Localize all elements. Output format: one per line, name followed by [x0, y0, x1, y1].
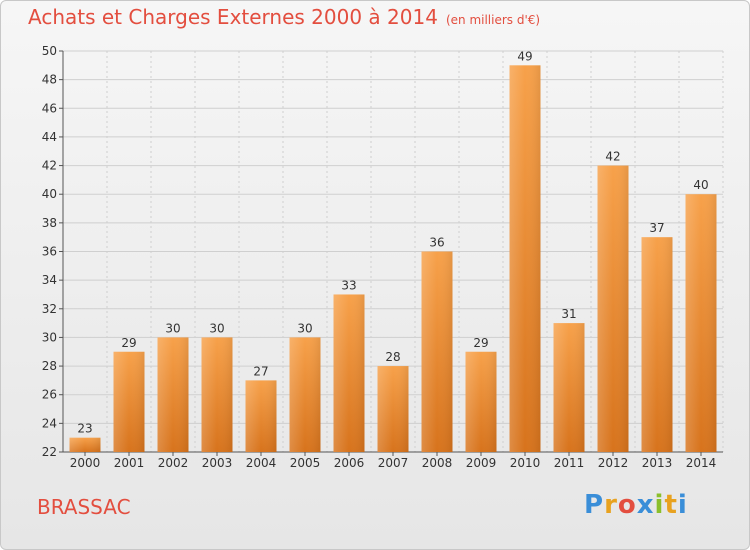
y-tick-label: 48: [42, 73, 57, 87]
bar-sheen: [465, 351, 497, 452]
proxiti-logo: Proxiti: [584, 490, 688, 520]
logo-letter: r: [604, 490, 618, 520]
data-labels: 23 29 30 30 27 30 33 28 36 29 49 31 42 37 40: [77, 49, 708, 435]
chart-title: Achats et Charges Externes 2000 à 2014 (e…: [28, 5, 540, 29]
x-tick-label: 2002: [158, 456, 189, 470]
x-tick-label: 2005: [290, 456, 321, 470]
y-tick-label: 28: [42, 359, 57, 373]
bar-sheen: [421, 251, 453, 452]
y-tick-label: 26: [42, 388, 57, 402]
data-label: 28: [385, 350, 400, 364]
bar-sheen: [553, 323, 585, 452]
bar-sheen: [377, 366, 409, 452]
y-tick-label: 42: [42, 159, 57, 173]
data-label: 42: [605, 150, 620, 164]
bar-sheen: [69, 437, 101, 452]
x-tick-label: 2011: [554, 456, 585, 470]
x-tick-label: 2004: [246, 456, 277, 470]
data-label: 29: [121, 336, 136, 350]
y-tick-label: 46: [42, 101, 57, 115]
bar-sheen: [641, 237, 673, 452]
bar-sheen: [289, 337, 321, 452]
y-tick-label: 32: [42, 302, 57, 316]
data-label: 37: [649, 221, 664, 235]
data-label: 30: [297, 321, 312, 335]
place-name: BRASSAC: [37, 495, 131, 519]
data-label: 29: [473, 336, 488, 350]
x-tick-label: 2010: [510, 456, 541, 470]
y-tick-label: 36: [42, 245, 57, 259]
x-tick-label: 2001: [114, 456, 145, 470]
x-tick-label: 2000: [70, 456, 101, 470]
data-label: 31: [561, 307, 576, 321]
data-label: 36: [429, 236, 444, 250]
y-tick-label: 22: [42, 445, 57, 459]
y-tick-label: 50: [42, 44, 57, 58]
y-tick-label: 38: [42, 216, 57, 230]
bar-sheen: [509, 65, 541, 453]
logo-letter: i: [654, 490, 665, 520]
logo-letter: o: [617, 490, 637, 520]
x-tick-label: 2012: [598, 456, 629, 470]
y-tick-label: 40: [42, 187, 57, 201]
title-text: Achats et Charges Externes 2000 à 2014: [28, 5, 438, 29]
logo-letter: i: [677, 490, 688, 520]
bar-sheen: [685, 194, 717, 452]
logo-letter: P: [584, 490, 605, 520]
data-label: 30: [209, 321, 224, 335]
data-label: 23: [77, 422, 92, 436]
x-tick-label: 2009: [466, 456, 497, 470]
y-tick-label: 24: [42, 416, 57, 430]
x-tick-label: 2014: [686, 456, 717, 470]
title-subtitle: (en milliers d'€): [445, 13, 541, 27]
bars: [69, 65, 717, 453]
bar-sheen: [113, 351, 145, 452]
axes: 22 24 26 28 30 32 34 36 38 40 42 44 46 48 50 2000 2001 20…: [42, 44, 723, 470]
bar-sheen: [245, 380, 277, 452]
y-tick-label: 30: [42, 330, 57, 344]
x-tick-label: 2013: [642, 456, 673, 470]
data-label: 40: [693, 178, 708, 192]
data-label: 33: [341, 278, 356, 292]
x-tick-label: 2007: [378, 456, 409, 470]
data-label: 49: [517, 49, 532, 63]
y-tick-label: 34: [42, 273, 57, 287]
x-tick-label: 2008: [422, 456, 453, 470]
x-tick-label: 2003: [202, 456, 233, 470]
y-tick-label: 44: [42, 130, 57, 144]
data-label: 30: [165, 321, 180, 335]
bar-sheen: [597, 165, 629, 453]
data-label: 27: [253, 364, 268, 378]
bar-sheen: [201, 337, 233, 452]
bar-sheen: [157, 337, 189, 452]
logo-letter: t: [664, 490, 678, 520]
bar-sheen: [333, 294, 365, 452]
x-tick-label: 2006: [334, 456, 365, 470]
logo-letter: x: [636, 490, 655, 520]
